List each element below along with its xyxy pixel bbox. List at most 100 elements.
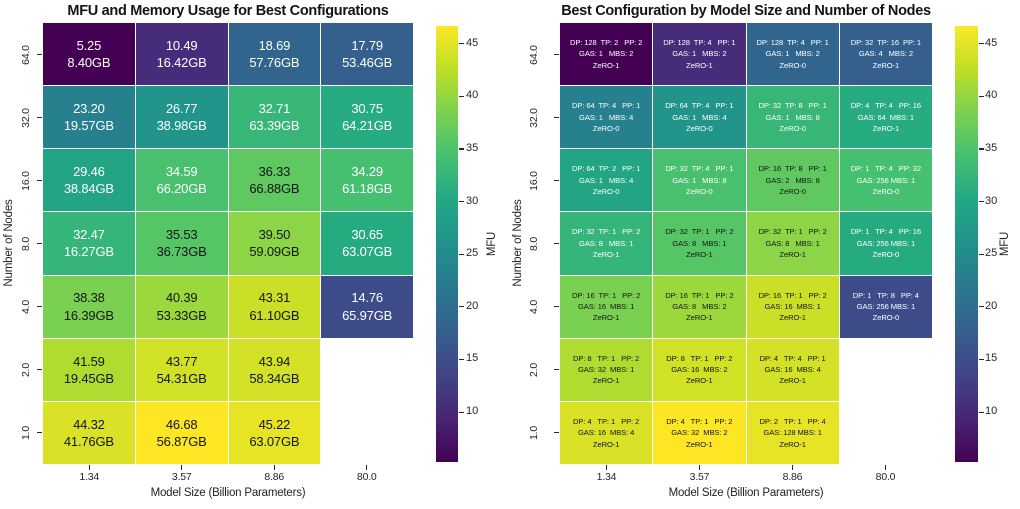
cell-text-line: GAS: 16 MBS: 4 <box>764 365 821 375</box>
cell-text-line: 30.75 <box>351 101 383 117</box>
cell-text-line: DP: 64 TP: 4 PP: 1 <box>665 101 734 111</box>
y-tick-mark <box>554 306 559 308</box>
cell-text-line: ZeRO-1 <box>686 60 713 70</box>
cell-text-line: DP: 128 TP: 4 PP: 1 <box>663 37 736 47</box>
y-tick-label: 4.0 <box>20 300 40 319</box>
cell-text-line: ZeRO-0 <box>592 123 620 133</box>
heatmap-cell: 18.69 57.76GB <box>228 23 321 86</box>
cell-text-line: 63.07GB <box>342 244 393 260</box>
cell-text-line: 63.39GB <box>249 118 300 134</box>
cell-text-line: ZeRO-1 <box>779 376 806 386</box>
cell-text-line: ZeRO-0 <box>779 187 806 197</box>
x-tick-mark <box>273 465 275 470</box>
cell-text-line: 64.21GB <box>342 118 393 134</box>
cell-text-line: GAS: 256 MBS: 1 <box>856 175 916 185</box>
y-tick-text: 1.0 <box>528 425 540 440</box>
cell-text-line: 23.20 <box>73 101 105 117</box>
cell-text-line: 59.09GB <box>249 244 300 260</box>
cell-text-line: GAS: 1 MBS: 4 <box>672 112 727 122</box>
cell-text-line: 56.87GB <box>156 433 207 449</box>
cell-text-line: ZeRO-1 <box>592 250 620 260</box>
cell-text-line: GAS: 8 MBS: 2 <box>672 301 727 311</box>
y-tick-mark <box>554 54 559 56</box>
x-tick-label: 80.0 <box>357 471 387 489</box>
y-tick-mark <box>554 432 559 434</box>
colorbar-tick-mark <box>979 411 984 413</box>
heatmap-cell: 45.22 63.07GB <box>228 401 321 464</box>
cell-text-line: 30.65 <box>351 227 383 243</box>
heatmap-cell: DP: 16 TP: 1 PP: 2 GAS: 8 MBS: 2 ZeRO-1 <box>653 275 746 338</box>
left-chart-title: MFU and Memory Usage for Best Configurat… <box>67 3 389 19</box>
cell-text-line: 43.94 <box>258 353 291 369</box>
heatmap-cell: DP: 64 TP: 2 PP: 1 GAS: 1 MBS: 4 ZeRO-0 <box>560 149 653 212</box>
right-heatmap-grid: DP: 128 TP: 2 PP: 2 GAS: 1 MBS: 2 ZeRO-1 DP… <box>560 23 932 464</box>
colorbar-tick-mark <box>459 411 464 413</box>
cell-text-line: GAS: 1 MBS: 2 <box>672 49 727 59</box>
cell-text-line: GAS: 16 MBS: 1 <box>764 301 821 311</box>
colorbar-tick-mark <box>979 358 984 361</box>
colorbar-tick-label: 10 <box>985 405 998 417</box>
colorbar-tick-mark <box>979 306 984 308</box>
colorbar-tick-label: 20 <box>985 299 998 312</box>
cell-text-line: 18.69 <box>258 37 291 53</box>
cell-text-line: 39.50 <box>258 227 291 243</box>
cell-text-line: ZeRO-0 <box>686 187 713 197</box>
cell-text-line: GAS: 64 MBS: 1 <box>857 112 915 122</box>
heatmap-cell: DP: 16 TP: 8 PP: 1 GAS: 2 MBS: 8 ZeRO-0 <box>746 149 839 212</box>
cell-text-line: 65.97GB <box>342 307 393 323</box>
cell-text-line: GAS: 256 MBS: 1 <box>856 301 916 311</box>
y-tick-text: 4.0 <box>528 299 540 314</box>
heatmap-cell: 30.65 63.07GB <box>321 212 413 275</box>
cell-text-line: 43.31 <box>258 290 291 306</box>
y-tick-label: 16.0 <box>20 171 46 193</box>
y-tick-text: 4.0 <box>20 299 32 314</box>
cell-text-line: 5.25 <box>76 37 102 53</box>
y-tick-mark <box>37 306 42 308</box>
cell-text-line: ZeRO-0 <box>779 60 806 70</box>
colorbar-tick-label: 40 <box>466 89 479 102</box>
colorbar-tick-mark <box>979 201 984 203</box>
cell-text-line: GAS: 16 MBS: 2 <box>671 365 728 375</box>
cell-text-line: 36.33 <box>258 164 291 180</box>
right-colorbar-label: MFU <box>999 231 1011 257</box>
cell-text-line: 43.77 <box>165 353 198 369</box>
y-tick-label: 32.0 <box>20 108 46 130</box>
cell-text-line: ZeRO-1 <box>592 439 620 449</box>
heatmap-cell: DP: 128 TP: 2 PP: 2 GAS: 1 MBS: 2 ZeRO-1 <box>560 23 653 86</box>
x-tick-text: 8.86 <box>782 471 803 483</box>
cell-text-line: 36.73GB <box>156 244 207 260</box>
x-tick-text: 3.57 <box>689 471 710 483</box>
y-tick-mark <box>554 243 559 245</box>
y-tick-label: 32.0 <box>528 108 554 130</box>
cell-text-line: ZeRO-1 <box>872 60 900 70</box>
cell-text-line: ZeRO-1 <box>779 250 806 260</box>
colorbar-tick-label: 25 <box>985 247 998 260</box>
cell-text-line: GAS: 32 MBS: 1 <box>577 365 635 375</box>
heatmap-cell: 35.53 36.73GB <box>135 212 228 275</box>
colorbar-tick-mark <box>459 43 464 45</box>
cell-text-line: 41.76GB <box>63 433 114 449</box>
cell-text-line: GAS: 1 MBS: 2 <box>765 49 820 59</box>
colorbar-tick-mark <box>979 148 984 150</box>
heatmap-cell: DP: 32 TP: 16 PP: 1 GAS: 4 MBS: 2 ZeRO-1 <box>839 23 932 86</box>
heatmap-cell: DP: 64 TP: 4 PP: 1 GAS: 1 MBS: 4 ZeRO-0 <box>560 86 653 149</box>
cell-text-line: 16.39GB <box>63 307 114 323</box>
cell-text-line: 38.84GB <box>63 181 114 197</box>
cell-text-line: ZeRO-1 <box>592 376 620 386</box>
colorbar-tick-mark <box>459 306 464 308</box>
heatmap-cell: DP: 1 TP: 8 PP: 4 GAS: 256 MBS: 1 ZeRO-0 <box>839 275 932 338</box>
heatmap-cell: DP: 64 TP: 4 PP: 1 GAS: 1 MBS: 4 ZeRO-0 <box>653 86 746 149</box>
colorbar-tick-label: 45 <box>985 36 998 49</box>
colorbar-tick-label: 25 <box>466 247 479 260</box>
heatmap-cell: 23.20 19.57GB <box>43 86 135 149</box>
cell-text-line: 34.29 <box>351 164 383 180</box>
heatmap-cell: DP: 32 TP: 1 PP: 2 GAS: 8 MBS: 1 ZeRO-1 <box>746 212 839 275</box>
cell-text-line: ZeRO-1 <box>686 439 713 449</box>
left-heatmap-grid: 5.25 8.40GB 10.49 16.42GB 18.69 57.76GB 17.79 5… <box>43 23 413 464</box>
heatmap-cell: DP: 8 TP: 1 PP: 2 GAS: 32 MBS: 1 ZeRO-1 <box>560 338 653 401</box>
y-tick-mark <box>37 54 42 56</box>
colorbar-tick-label: 30 <box>985 194 998 207</box>
cell-text-line: 16.42GB <box>156 55 207 71</box>
y-tick-mark <box>554 180 559 182</box>
heatmap-cell: DP: 16 TP: 1 PP: 2 GAS: 16 MBS: 1 ZeRO-1 <box>746 275 839 338</box>
